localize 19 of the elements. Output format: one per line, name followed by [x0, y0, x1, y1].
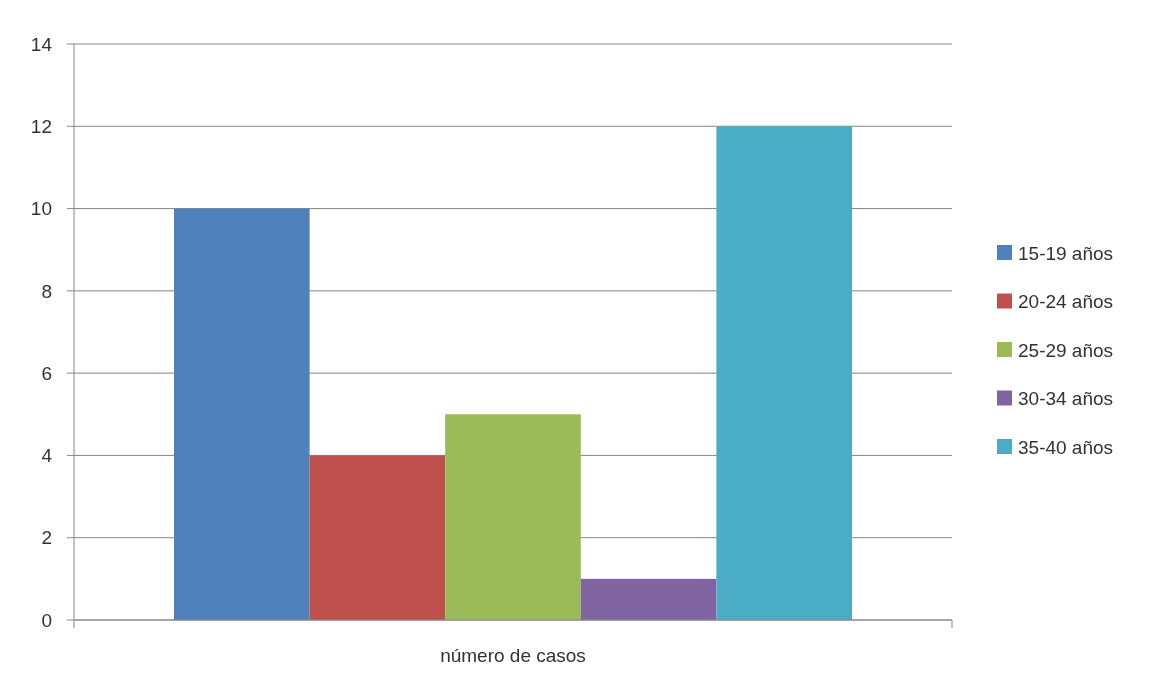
legend-label: 25-29 años [1018, 339, 1114, 361]
y-tick-label: 14 [30, 33, 53, 55]
bar [716, 126, 852, 620]
legend-label: 35-40 años [1018, 436, 1114, 458]
legend-label: 20-24 años [1018, 291, 1114, 313]
bar [309, 455, 446, 620]
x-tick-label: número de casos [440, 645, 586, 666]
bar [174, 208, 310, 620]
y-tick-label: 4 [41, 445, 53, 467]
legend-label: 30-34 años [1018, 388, 1114, 410]
bar [580, 578, 717, 620]
legend-label: 15-19 años [1018, 242, 1114, 264]
y-tick-label: 12 [30, 115, 52, 137]
y-tick-label: 2 [41, 527, 52, 549]
y-tick-label: 8 [41, 280, 52, 302]
y-tick-label: 0 [41, 609, 52, 631]
bar [445, 414, 581, 620]
y-tick-label: 6 [41, 362, 52, 384]
y-tick-label: 10 [30, 198, 52, 220]
